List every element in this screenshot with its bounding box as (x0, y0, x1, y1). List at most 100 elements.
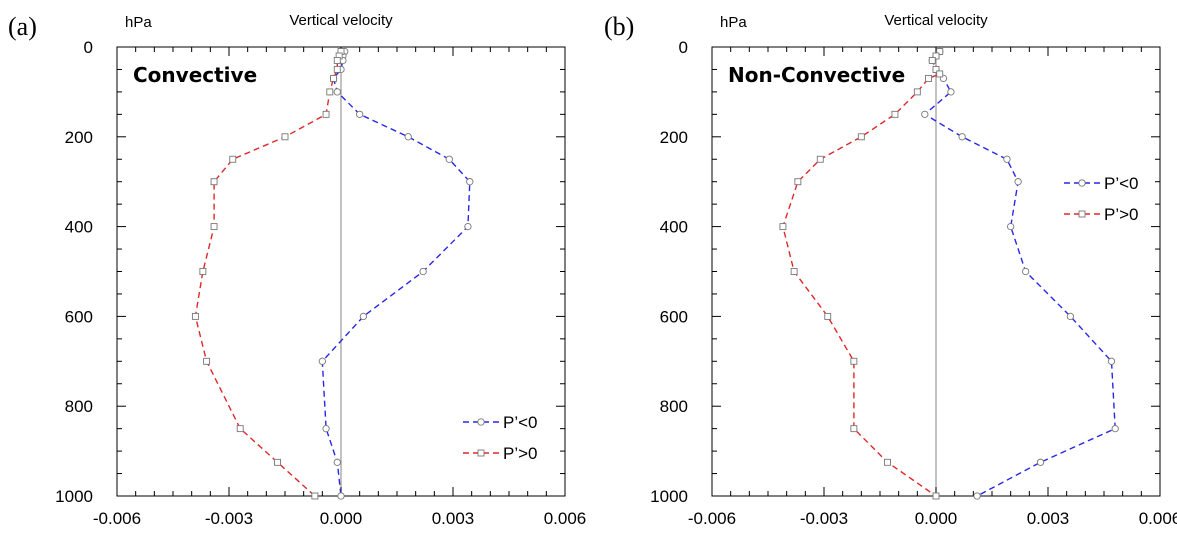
data-point-square (884, 458, 891, 466)
data-point-square (925, 74, 932, 82)
data-point-square (936, 70, 944, 78)
x-tick-label: -0.003 (800, 509, 848, 528)
data-point-circle (1021, 267, 1030, 276)
legend-label: P’>0 (503, 444, 538, 463)
data-point-circle (333, 88, 341, 96)
y-tick-label: 800 (65, 397, 93, 416)
data-point-circle (1014, 178, 1022, 186)
y-axis-unit: hPa (125, 14, 152, 31)
data-point-square (191, 312, 199, 320)
x-tick-label: -0.006 (93, 509, 141, 528)
data-point-square (236, 425, 244, 433)
data-point-circle (404, 133, 412, 141)
y-tick-label: 200 (65, 128, 93, 147)
data-point-circle (973, 492, 981, 500)
data-point-square (229, 155, 237, 163)
panel-label: (b) (604, 12, 634, 41)
data-point-circle (322, 424, 330, 433)
data-point-square (311, 492, 319, 500)
data-point-square (199, 268, 207, 275)
y-tick-label: 400 (660, 218, 688, 237)
legend-label: P’<0 (503, 413, 538, 432)
x-tick-label: 0.006 (544, 509, 587, 528)
x-tick-label: 0.003 (1027, 509, 1070, 528)
data-point-square (210, 223, 218, 231)
chart-panel-b: -0.006 -0.003 0.000 0.003 0.006 0 200 400 600 800… (604, 12, 1177, 528)
data-point-square (203, 357, 211, 365)
y-tick-label: 200 (660, 128, 688, 147)
y-tick-label: 0 (84, 38, 93, 57)
y-tick-label: 1000 (55, 487, 93, 506)
series-p-positive-line (194, 51, 342, 497)
panel-label: (a) (8, 12, 37, 41)
data-point-square (932, 52, 940, 60)
data-point-circle (1003, 155, 1011, 163)
data-point-circle (333, 458, 341, 466)
data-point-square (850, 425, 858, 433)
data-point-circle (921, 110, 929, 119)
data-point-square (330, 74, 337, 82)
y-tick-label: 600 (65, 307, 93, 326)
legend-marker-circle (477, 418, 485, 426)
x-tick-label: -0.003 (205, 509, 253, 528)
x-tick-label: 0.000 (915, 509, 958, 528)
y-tick-label: 600 (660, 307, 688, 326)
y-tick-label: 400 (65, 218, 93, 237)
x-tick-label: 0.006 (1139, 509, 1177, 528)
data-point-square (850, 357, 858, 365)
data-point-square (274, 458, 281, 466)
series-p-negative-line (321, 51, 471, 497)
data-point-square (281, 133, 289, 141)
x-tick-label: -0.006 (688, 509, 736, 528)
data-point-square (794, 178, 802, 186)
legend: P’<0 P’>0 (1064, 174, 1139, 224)
legend: P’<0 P’>0 (463, 413, 538, 463)
series-p-negative-line (923, 51, 1116, 497)
regime-label: Non-Convective (728, 63, 905, 87)
legend-label: P’>0 (1104, 205, 1139, 224)
data-point-circle (318, 357, 326, 365)
data-point-square (333, 65, 341, 73)
legend-label: P’<0 (1104, 174, 1139, 193)
series-p-positive-line (782, 51, 941, 497)
data-point-circle (356, 110, 364, 119)
data-point-square (932, 65, 940, 73)
x-tick-label: 0.000 (320, 509, 363, 528)
data-point-square (779, 223, 787, 231)
y-tick-label: 0 (679, 38, 688, 57)
data-point-square (936, 48, 944, 55)
chart-panel-a: -0.006 -0.003 0.000 0.003 0.006 0 200 400 600 800… (8, 12, 586, 528)
data-point-circle (1111, 424, 1119, 433)
y-tick-label: 800 (660, 397, 688, 416)
data-point-circle (464, 222, 472, 231)
data-point-circle (445, 155, 453, 163)
data-point-circle (1066, 312, 1075, 321)
data-point-circle (337, 492, 345, 500)
data-point-circle (419, 267, 427, 276)
data-point-square (326, 88, 334, 96)
data-point-circle (947, 88, 955, 96)
data-point-circle (466, 178, 474, 186)
data-point-square (210, 178, 218, 186)
x-tick-label: 0.003 (432, 509, 475, 528)
legend-marker-circle (1078, 179, 1086, 187)
data-point-square (913, 88, 921, 96)
data-point-circle (958, 133, 966, 141)
data-point-square (932, 492, 940, 500)
chart-title: Vertical velocity (884, 12, 988, 29)
data-point-square (928, 57, 936, 64)
legend-marker-square (1078, 210, 1086, 218)
data-point-square (824, 312, 832, 320)
data-point-circle (1036, 458, 1045, 466)
data-point-square (333, 57, 341, 64)
data-point-square (816, 155, 824, 163)
data-point-square (857, 133, 865, 141)
data-point-circle (1107, 357, 1116, 365)
y-tick-label: 1000 (650, 487, 688, 506)
data-point-square (322, 110, 330, 118)
data-point-square (790, 268, 798, 275)
y-axis-unit: hPa (720, 14, 747, 31)
data-point-square (891, 110, 899, 118)
